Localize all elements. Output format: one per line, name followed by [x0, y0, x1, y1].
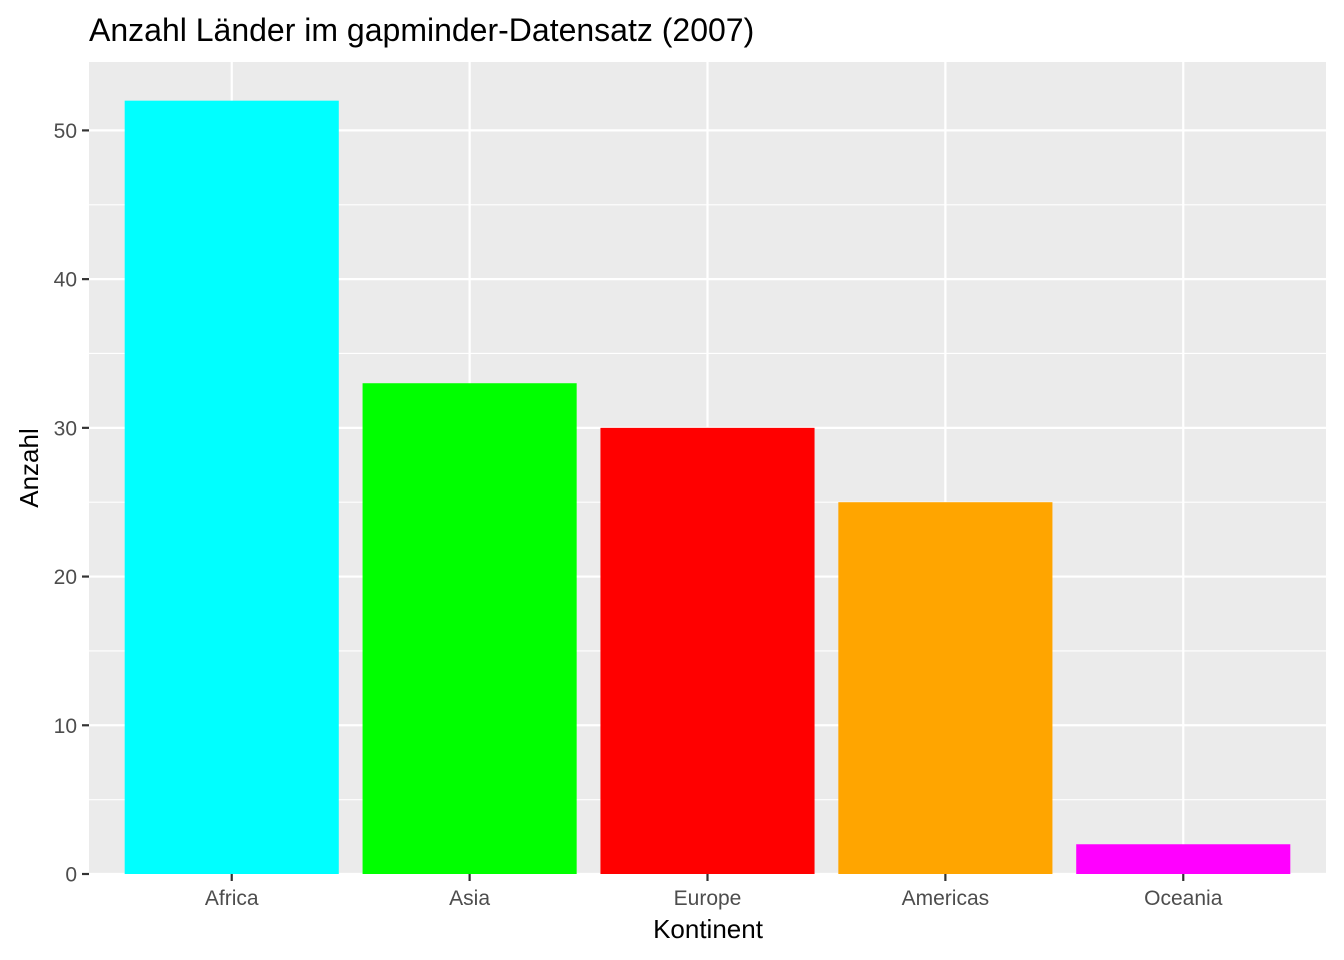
x-axis-title: Kontinent — [653, 914, 764, 944]
y-tick-label: 50 — [54, 120, 77, 143]
bar-asia — [362, 383, 577, 874]
x-tick-label: Oceania — [1144, 887, 1223, 910]
x-tick-label: Africa — [205, 887, 259, 910]
y-tick-label: 20 — [54, 566, 77, 589]
bar-europe — [600, 427, 815, 874]
x-tick-label: Americas — [902, 887, 990, 910]
y-tick-label: 30 — [54, 417, 77, 440]
y-axis-title: Anzahl — [14, 428, 44, 508]
bars — [124, 100, 1291, 874]
bar-oceania — [1076, 844, 1291, 874]
y-axis: 0 10 20 30 40 50 — [54, 120, 89, 887]
x-tick-label: Europe — [674, 887, 742, 910]
bar-americas — [838, 502, 1053, 874]
x-axis: Africa Asia Europe Americas Oceania — [205, 874, 1223, 910]
x-tick-label: Asia — [449, 887, 490, 910]
y-tick-label: 10 — [54, 715, 77, 738]
chart-title: Anzahl Länder im gapminder-Datensatz (20… — [89, 12, 754, 48]
bar-africa — [124, 100, 339, 874]
y-tick-label: 0 — [65, 864, 77, 887]
y-tick-label: 40 — [54, 269, 77, 292]
